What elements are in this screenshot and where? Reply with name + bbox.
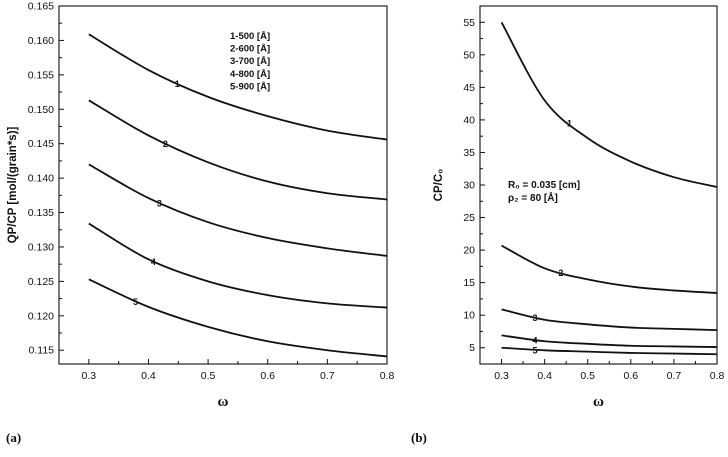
- chart-a: 0.3 0.4 0.5 0.6 0.7 0.8 0.115 0.120 0.125 0.130 0.…: [7, 1, 394, 411]
- x-tick-label: 0.7: [667, 370, 682, 382]
- curve-label: 3: [533, 313, 538, 323]
- series-line-5: [501, 346, 718, 356]
- x-tick-label: 0.8: [710, 370, 725, 382]
- y-axis-label: QP/CP [mol/(grain*s)]: [7, 126, 19, 243]
- plot-frame: [58, 5, 388, 365]
- y-tick-label: 5: [469, 342, 475, 354]
- x-axis-label: ω: [593, 394, 604, 410]
- x-tick-label: 0.5: [201, 370, 216, 382]
- panel-b-label: (b): [411, 430, 427, 445]
- y-tick-label: 35: [463, 147, 475, 159]
- legend-entry: 4-800 [Å]: [230, 69, 270, 80]
- y-tick-label: 0.165: [28, 1, 54, 13]
- y-tick-label: 0.130: [28, 241, 54, 253]
- y-tick-label: 10: [463, 310, 475, 322]
- legend-entry: 3-700 [Å]: [230, 56, 270, 67]
- x-tick-label: 0.6: [260, 370, 275, 382]
- annotation: ρ₂ = 80 [Å]: [508, 191, 558, 204]
- x-axis-label: ω: [218, 394, 229, 410]
- y-tick-label: 15: [463, 277, 475, 289]
- series-line-4: [88, 222, 388, 309]
- annotation: R₀ = 0.035 [cm]: [508, 180, 580, 191]
- panel-a-label: (a): [6, 430, 22, 445]
- y-tick-label: 0.150: [28, 104, 54, 116]
- y-tick-label: 45: [463, 82, 475, 94]
- y-tick-label: 25: [463, 212, 475, 224]
- curve-label: 1: [567, 119, 572, 129]
- y-tick-label: 0.140: [28, 173, 54, 185]
- x-tick-label: 0.7: [320, 370, 335, 382]
- y-tick-label: 0.135: [28, 207, 54, 219]
- x-tick-label: 0.3: [82, 370, 97, 382]
- y-tick-label: 0.145: [28, 138, 54, 150]
- series-line-4: [501, 334, 718, 348]
- legend-entry: 1-500 [Å]: [230, 31, 270, 42]
- y-axis-label: CP/C₀: [433, 169, 445, 202]
- series-line-3: [501, 308, 718, 332]
- series-line-3: [88, 163, 388, 257]
- x-tick-label: 0.4: [537, 370, 552, 382]
- y-tick-label: 0.120: [28, 310, 54, 322]
- y-tick-label: 40: [463, 114, 475, 126]
- series-line-5: [88, 278, 388, 358]
- y-tick-label: 0.125: [28, 276, 54, 288]
- y-tick-label: 30: [463, 180, 475, 192]
- curve-label: 1: [175, 79, 180, 89]
- curve-label: 5: [133, 297, 138, 307]
- curve-label: 4: [151, 257, 156, 267]
- y-tick-label: 55: [463, 17, 475, 29]
- y-tick-label: 0.160: [28, 35, 54, 47]
- x-tick-label: 0.8: [380, 370, 395, 382]
- curve-label: 2: [163, 139, 168, 149]
- curve-label: 5: [533, 345, 538, 355]
- series-line-1: [500, 21, 718, 188]
- y-tick-label: 0.115: [29, 345, 55, 357]
- y-tick-label: 50: [463, 49, 475, 61]
- curve-label: 3: [157, 198, 162, 208]
- y-tick-label: 0.155: [28, 69, 54, 81]
- chart-b: 0.3 0.4 0.5 0.6 0.7 0.8510152025303540455055ω…: [433, 5, 725, 410]
- series-line-1: [88, 33, 388, 141]
- legend-entry: 2-600 [Å]: [230, 44, 270, 55]
- curve-label: 2: [558, 268, 563, 278]
- x-tick-label: 0.6: [624, 370, 639, 382]
- x-tick-label: 0.4: [141, 370, 156, 382]
- x-tick-label: 0.5: [580, 370, 595, 382]
- y-tick-label: 20: [463, 245, 475, 257]
- legend-entry: 5-900 [Å]: [230, 81, 270, 92]
- curve-label: 4: [533, 336, 538, 346]
- series-line-2: [88, 99, 388, 201]
- series-line-2: [501, 244, 718, 294]
- x-tick-label: 0.3: [494, 370, 509, 382]
